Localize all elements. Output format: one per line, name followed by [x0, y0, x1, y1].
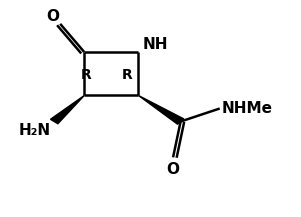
- Text: O: O: [166, 162, 180, 177]
- Text: H₂N: H₂N: [19, 123, 51, 138]
- Text: NH: NH: [143, 37, 169, 52]
- Polygon shape: [51, 95, 84, 124]
- Text: R: R: [81, 68, 92, 82]
- Polygon shape: [138, 95, 184, 124]
- Text: O: O: [46, 9, 59, 24]
- Text: R: R: [122, 68, 133, 82]
- Text: NHMe: NHMe: [221, 101, 272, 116]
